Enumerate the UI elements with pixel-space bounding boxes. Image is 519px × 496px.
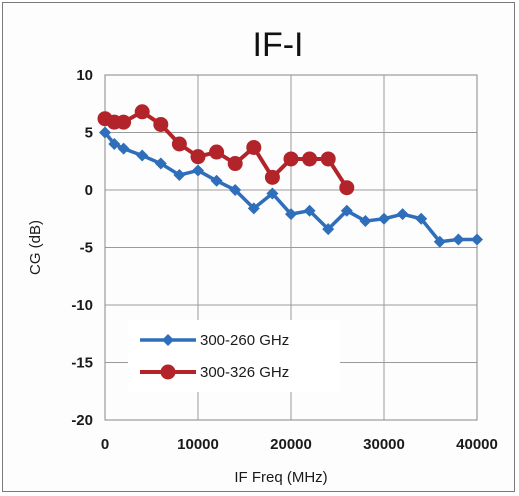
data-point xyxy=(378,212,390,225)
y-tick-label: 10 xyxy=(76,67,93,84)
x-tick-label: 20000 xyxy=(270,436,312,453)
chart-title: IF-I xyxy=(253,26,304,64)
data-point xyxy=(246,139,262,155)
y-tick-label: -10 xyxy=(71,297,93,314)
data-point xyxy=(433,235,446,248)
data-point xyxy=(285,208,297,221)
y-axis-label: CG (dB) xyxy=(27,220,44,275)
data-point xyxy=(192,164,204,177)
data-point xyxy=(227,156,243,172)
data-point xyxy=(173,169,186,182)
data-point xyxy=(471,233,483,246)
data-point xyxy=(283,151,299,167)
x-axis-label: IF Freq (MHz) xyxy=(234,469,327,486)
legend-label: 300-260 GHz xyxy=(200,332,289,349)
data-point xyxy=(209,144,225,160)
data-point xyxy=(266,187,279,200)
data-point xyxy=(340,204,353,217)
legend-entries: 300-260 GHz 300-326 GHz xyxy=(140,332,289,381)
x-axis-ticks: 0 10000 20000 30000 40000 xyxy=(101,436,498,453)
data-point xyxy=(320,151,336,167)
data-point xyxy=(134,104,150,120)
series-line xyxy=(103,131,477,244)
data-point xyxy=(302,151,318,167)
data-point xyxy=(136,149,149,162)
data-point xyxy=(322,223,335,236)
data-point xyxy=(99,126,111,139)
y-tick-label: -5 xyxy=(80,240,93,257)
data-point xyxy=(154,157,167,170)
legend xyxy=(128,320,340,392)
y-axis-ticks: 10 5 0 -5 -10 -15 -20 xyxy=(71,67,93,429)
legend-entry: 300-326 GHz xyxy=(140,364,289,381)
series-0 xyxy=(99,126,483,248)
series-line xyxy=(104,109,349,189)
legend-label: 300-326 GHz xyxy=(200,364,289,381)
data-point xyxy=(108,138,121,150)
x-tick-label: 10000 xyxy=(177,436,219,453)
data-point xyxy=(247,202,260,215)
data-point xyxy=(210,174,223,187)
y-tick-label: -15 xyxy=(71,355,93,372)
data-point xyxy=(452,233,465,246)
data-point xyxy=(415,212,428,225)
x-tick-label: 30000 xyxy=(363,436,405,453)
plot-area xyxy=(104,74,478,421)
y-tick-label: 0 xyxy=(85,182,93,199)
x-tick-label: 40000 xyxy=(456,436,498,453)
data-point xyxy=(116,114,132,130)
data-point xyxy=(264,169,280,185)
legend-marker xyxy=(162,334,174,346)
legend-marker xyxy=(160,364,176,380)
data-point xyxy=(303,204,316,217)
series-1 xyxy=(97,104,355,196)
data-point xyxy=(117,142,130,155)
data-point xyxy=(190,149,206,165)
data-point xyxy=(359,215,372,228)
y-tick-label: 5 xyxy=(85,125,93,142)
data-point xyxy=(339,180,355,196)
series-layer xyxy=(97,104,483,248)
data-point xyxy=(153,116,169,132)
x-tick-label: 0 xyxy=(101,436,109,453)
data-point xyxy=(396,208,409,221)
y-tick-label: -20 xyxy=(71,412,93,429)
legend-entry: 300-260 GHz xyxy=(140,332,289,349)
data-point xyxy=(229,184,242,196)
data-point xyxy=(171,136,187,152)
